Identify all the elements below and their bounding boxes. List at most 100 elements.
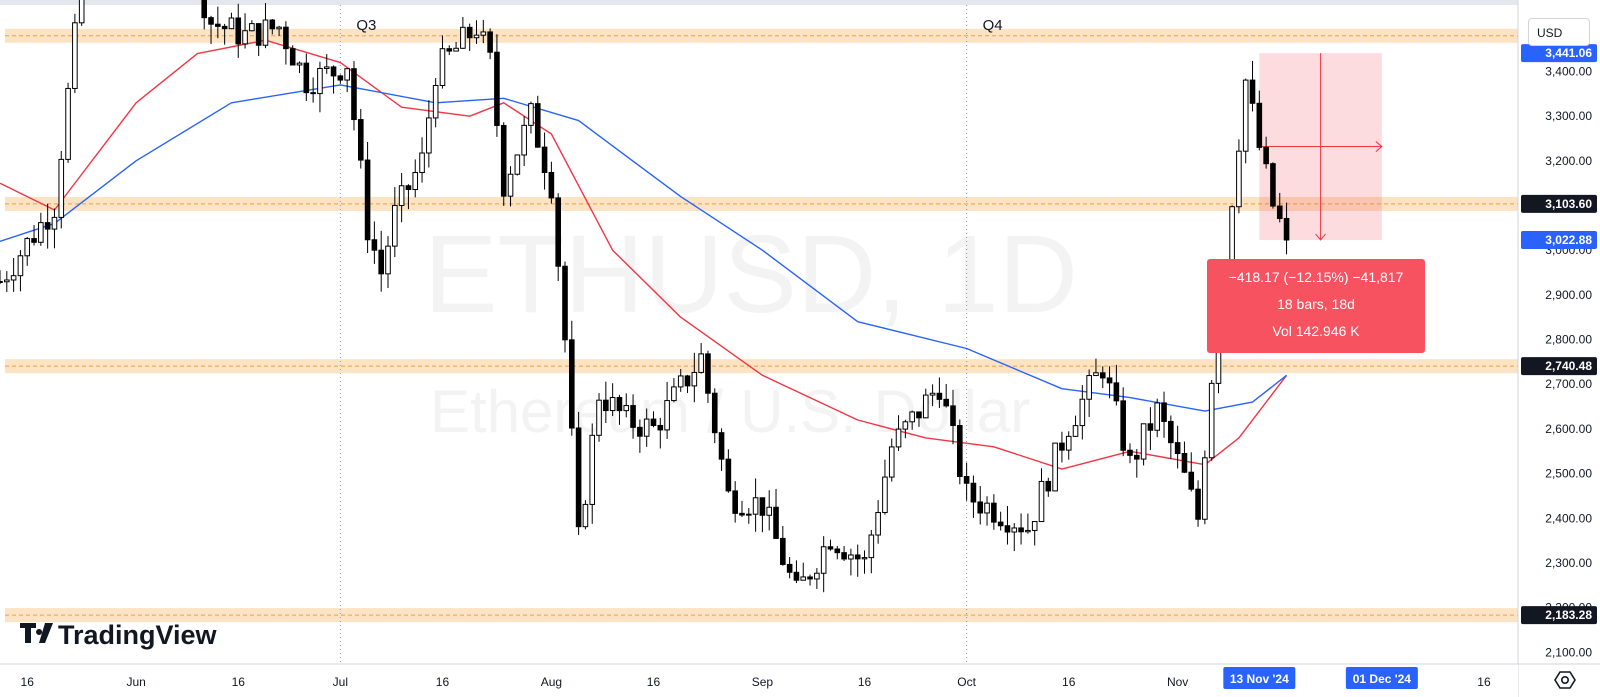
candle[interactable] xyxy=(827,546,834,550)
candle[interactable] xyxy=(562,265,568,341)
candle[interactable] xyxy=(711,392,718,434)
candle[interactable] xyxy=(1025,529,1031,533)
candle[interactable] xyxy=(1038,480,1045,523)
candle[interactable] xyxy=(677,375,684,388)
candle[interactable] xyxy=(1208,382,1215,459)
candle[interactable] xyxy=(1140,423,1147,460)
candle[interactable] xyxy=(0,280,3,283)
candle[interactable] xyxy=(957,425,963,477)
candle[interactable] xyxy=(861,557,868,560)
candle[interactable] xyxy=(630,405,636,428)
candle[interactable] xyxy=(1263,146,1269,165)
candle[interactable] xyxy=(344,68,350,81)
candle[interactable] xyxy=(507,173,514,197)
candle[interactable] xyxy=(922,394,929,419)
candle[interactable] xyxy=(487,31,493,53)
candle[interactable] xyxy=(1113,382,1120,402)
candle[interactable] xyxy=(909,411,915,423)
candle[interactable] xyxy=(31,238,37,243)
candle[interactable] xyxy=(582,503,589,528)
candle[interactable] xyxy=(215,23,221,27)
candle[interactable] xyxy=(623,405,630,412)
candle[interactable] xyxy=(841,552,847,560)
candle[interactable] xyxy=(1004,525,1011,533)
candle[interactable] xyxy=(412,172,419,191)
candle[interactable] xyxy=(1086,375,1092,400)
candle[interactable] xyxy=(371,239,378,251)
candle[interactable] xyxy=(970,482,977,503)
candle[interactable] xyxy=(1120,400,1126,451)
candle[interactable] xyxy=(330,66,337,77)
candle[interactable] xyxy=(453,47,459,52)
candle[interactable] xyxy=(671,386,677,402)
candle[interactable] xyxy=(228,17,235,30)
candle[interactable] xyxy=(432,85,439,119)
candle[interactable] xyxy=(569,339,575,429)
candle[interactable] xyxy=(780,537,786,565)
candle[interactable] xyxy=(725,458,732,492)
candle[interactable] xyxy=(984,502,990,514)
candle[interactable] xyxy=(752,497,759,515)
candle[interactable] xyxy=(1093,372,1099,377)
candle[interactable] xyxy=(1256,102,1263,148)
candle[interactable] xyxy=(664,400,670,431)
candle[interactable] xyxy=(249,23,255,32)
candle[interactable] xyxy=(800,576,807,581)
candle[interactable] xyxy=(555,197,561,267)
candle[interactable] xyxy=(589,434,596,505)
candle[interactable] xyxy=(575,427,582,528)
candle[interactable] xyxy=(963,475,970,484)
candle[interactable] xyxy=(807,576,813,580)
candle[interactable] xyxy=(201,0,208,19)
candle[interactable] xyxy=(514,154,521,175)
candle[interactable] xyxy=(882,476,888,514)
candle[interactable] xyxy=(834,548,841,554)
candle[interactable] xyxy=(398,185,405,206)
candle[interactable] xyxy=(208,17,214,25)
candle[interactable] xyxy=(888,446,895,478)
candle[interactable] xyxy=(65,87,71,160)
candle[interactable] xyxy=(473,34,480,39)
candle[interactable] xyxy=(684,375,691,387)
candle[interactable] xyxy=(1202,457,1208,520)
candle[interactable] xyxy=(1229,206,1235,262)
candle[interactable] xyxy=(51,216,58,230)
candle[interactable] xyxy=(276,26,282,30)
candle[interactable] xyxy=(1133,454,1140,460)
candle[interactable] xyxy=(72,22,78,89)
candle[interactable] xyxy=(718,432,725,460)
candle[interactable] xyxy=(991,502,997,523)
candle[interactable] xyxy=(38,222,44,243)
candle[interactable] xyxy=(929,392,936,396)
candle[interactable] xyxy=(1072,425,1079,437)
candle[interactable] xyxy=(378,249,385,275)
candle[interactable] xyxy=(616,397,623,412)
candle[interactable] xyxy=(1052,442,1058,492)
candle[interactable] xyxy=(936,392,943,400)
candle[interactable] xyxy=(916,411,922,419)
candle[interactable] xyxy=(1270,163,1276,207)
candle[interactable] xyxy=(1106,377,1113,384)
candle[interactable] xyxy=(357,119,364,161)
candle[interactable] xyxy=(1161,402,1167,422)
candle[interactable] xyxy=(1181,452,1188,473)
candle[interactable] xyxy=(419,152,425,174)
candle[interactable] xyxy=(609,397,616,412)
candle[interactable] xyxy=(786,563,793,573)
candle[interactable] xyxy=(950,405,956,427)
candle[interactable] xyxy=(691,371,698,387)
settings-icon[interactable] xyxy=(1553,668,1577,692)
candle[interactable] xyxy=(235,17,242,45)
candle[interactable] xyxy=(793,571,800,581)
candle[interactable] xyxy=(1011,527,1018,533)
candle[interactable] xyxy=(814,572,820,580)
candle[interactable] xyxy=(1031,521,1038,531)
candle[interactable] xyxy=(323,66,330,69)
candle[interactable] xyxy=(902,421,909,430)
candle[interactable] xyxy=(17,255,24,277)
candle[interactable] xyxy=(548,172,555,199)
candle[interactable] xyxy=(1065,435,1072,451)
candle[interactable] xyxy=(500,124,507,197)
candle[interactable] xyxy=(745,513,752,516)
